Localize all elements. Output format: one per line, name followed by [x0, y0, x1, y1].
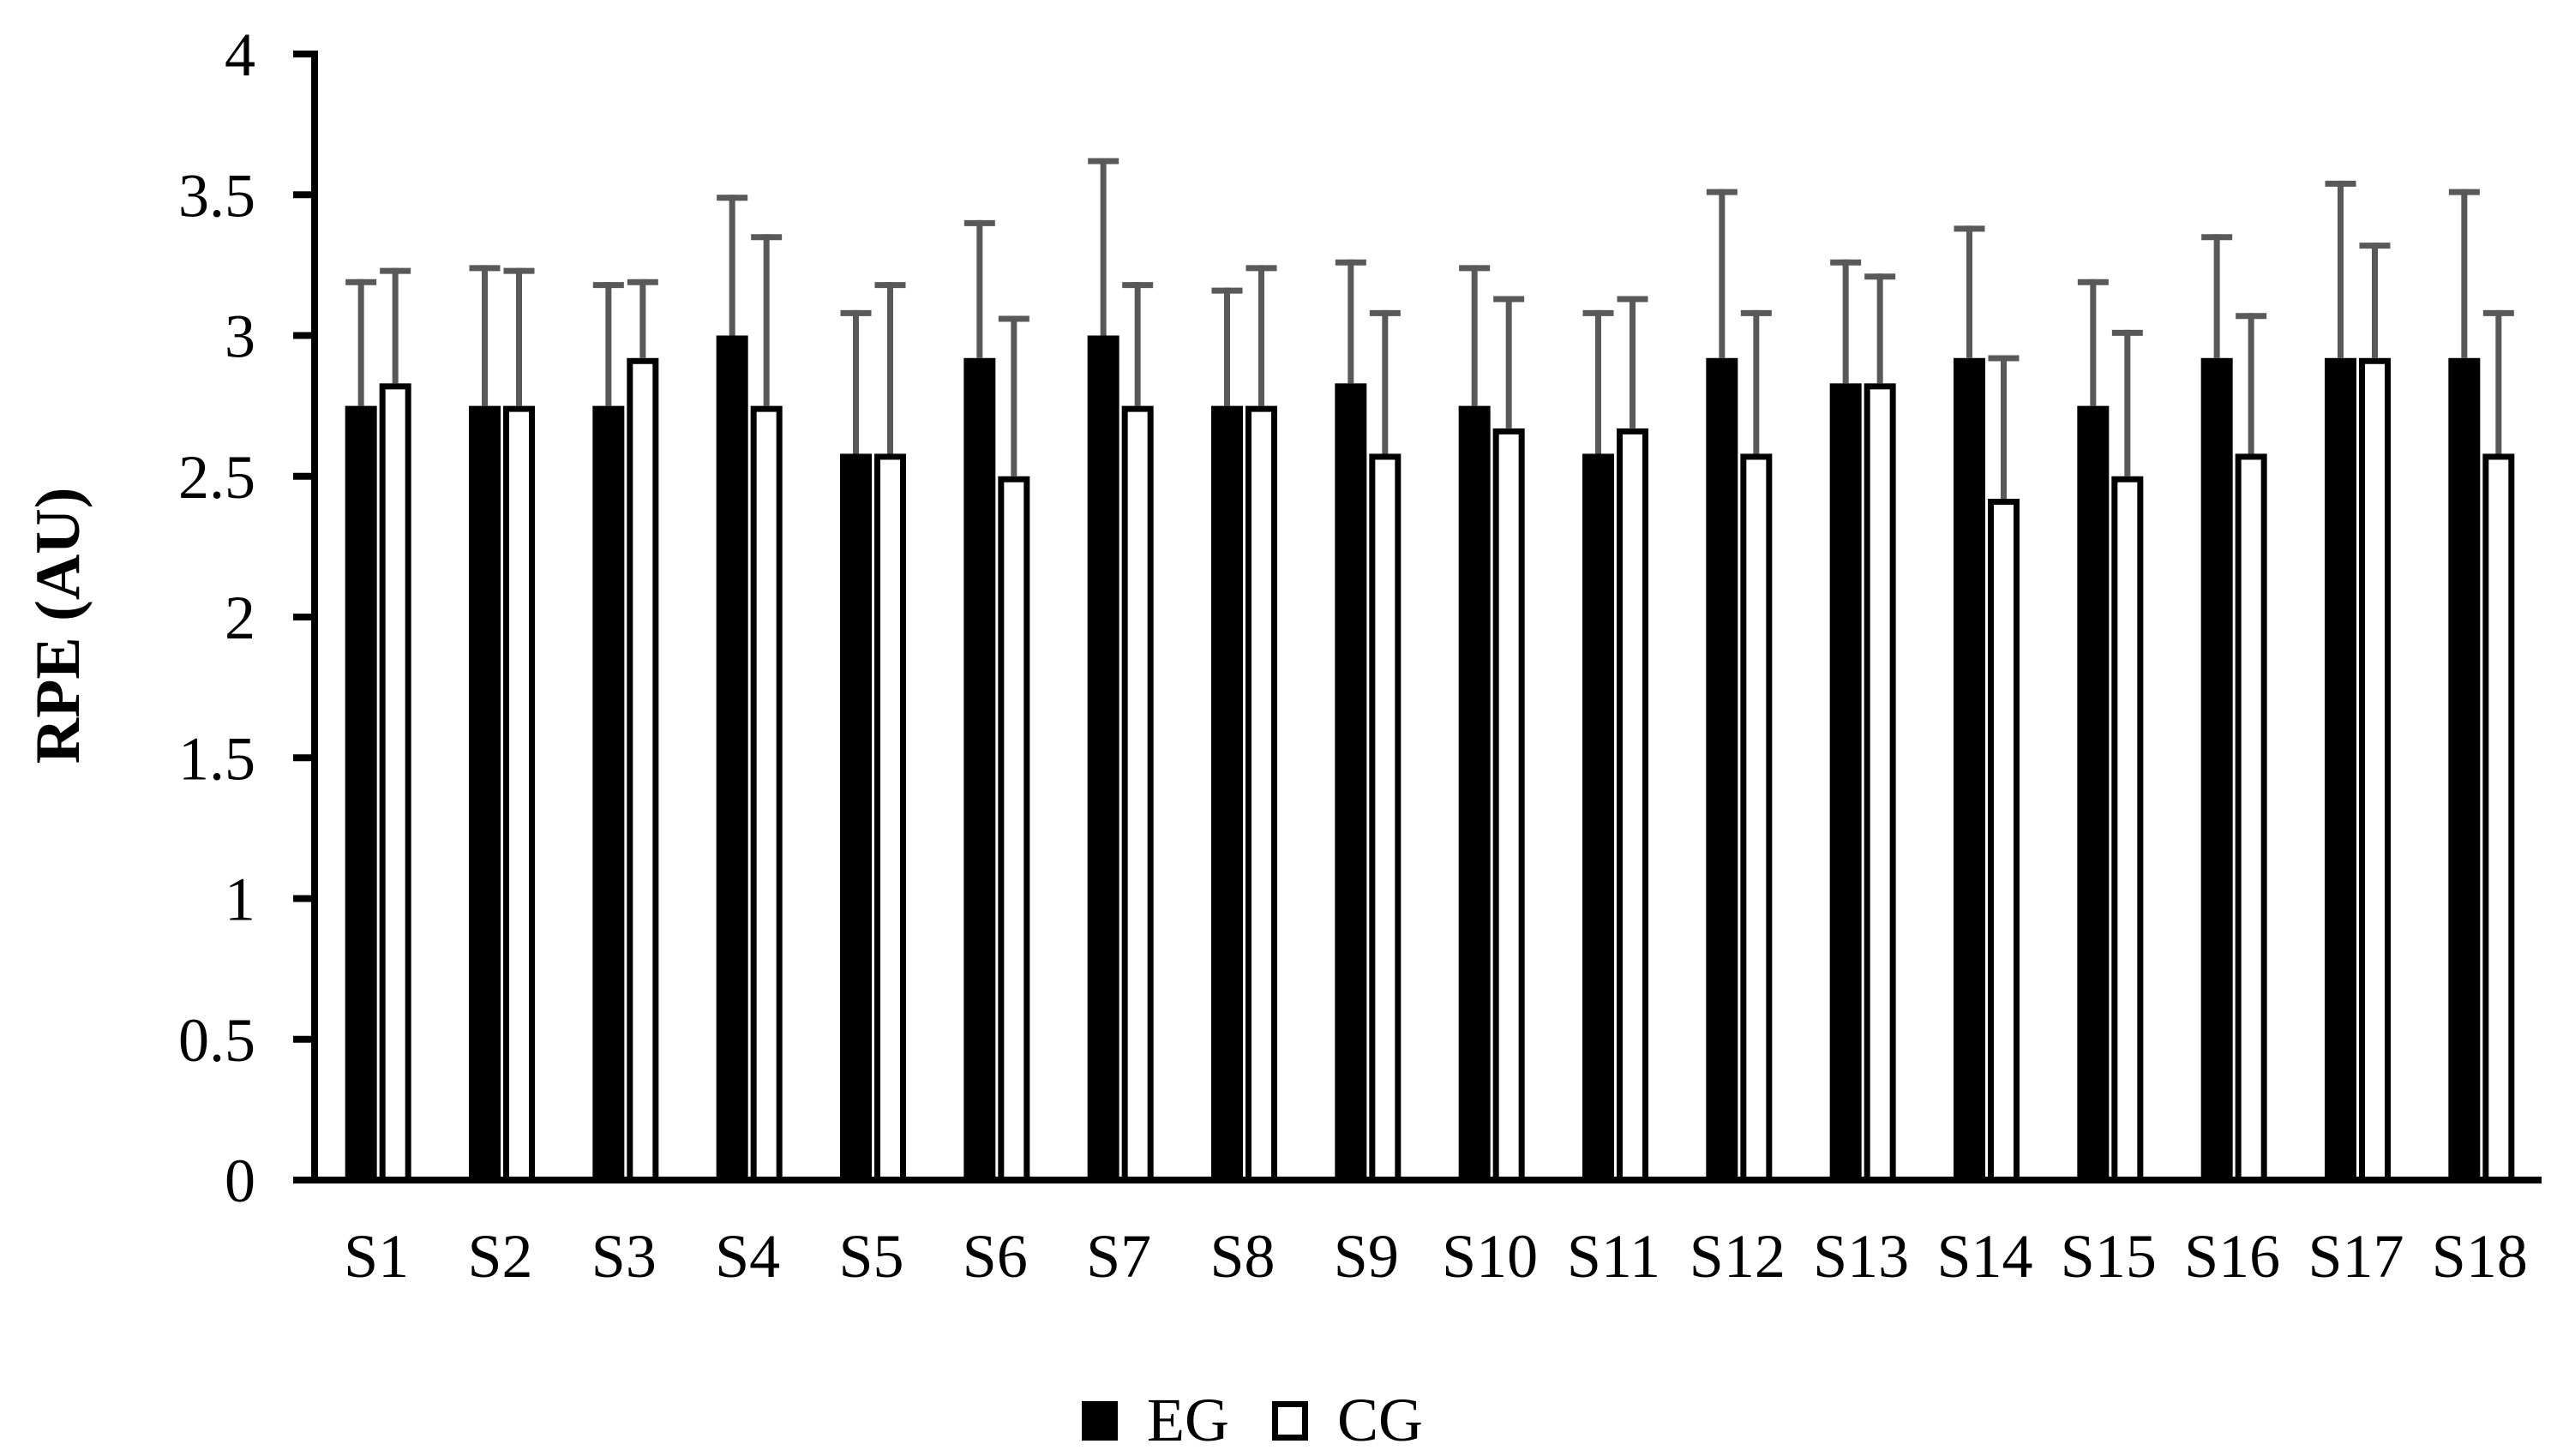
- y-tick-label: 3: [225, 303, 255, 371]
- bar-eg-s11: [1582, 453, 1614, 1180]
- y-tick-label: 4: [225, 21, 255, 89]
- bar-cg-s6: [998, 476, 1030, 1183]
- bar-eg-s9: [1335, 383, 1367, 1181]
- bar-eg-s18: [2448, 357, 2481, 1180]
- x-tick-label: S17: [2308, 1222, 2404, 1291]
- axes-layer: [293, 51, 2542, 1183]
- x-tick-label: S10: [1442, 1222, 1538, 1291]
- bar-cg-s15: [2111, 476, 2144, 1183]
- bar-eg-s13: [1829, 383, 1862, 1181]
- x-tick-labels: S1 S2 S3 S4 S5 S6 S7 S8 S9 S10 S11 S12 S13 S14 S15 S16 S…: [344, 1222, 2528, 1291]
- bar-eg-s5: [840, 453, 872, 1180]
- y-axis-label: RPE (AU): [23, 488, 93, 764]
- y-tick-label: 2: [225, 584, 255, 652]
- y-tick-label: 0.5: [178, 1006, 255, 1075]
- bar-cg-s14: [1988, 499, 2020, 1183]
- legend-swatch-filled-icon: [1082, 1400, 1118, 1441]
- y-tick-label: 2.5: [178, 443, 255, 512]
- bar-cg-s8: [1245, 405, 1277, 1183]
- x-tick-label: S2: [467, 1222, 532, 1291]
- x-tick-label: S14: [1936, 1222, 2032, 1291]
- x-tick-label: S9: [1334, 1222, 1399, 1291]
- legend-label-eg: EG: [1147, 1386, 1229, 1454]
- error-bars-layer: [345, 158, 2514, 500]
- bar-cg-s5: [874, 453, 906, 1183]
- bar-cg-s1: [379, 383, 411, 1183]
- bar-eg-s15: [2077, 405, 2110, 1180]
- legend-label-cg: CG: [1336, 1386, 1424, 1454]
- bar-cg-s10: [1492, 428, 1525, 1183]
- x-tick-label: S6: [963, 1222, 1028, 1291]
- x-tick-label: S7: [1086, 1222, 1151, 1291]
- x-tick-label: S11: [1567, 1222, 1660, 1291]
- bar-cg-s18: [2482, 453, 2515, 1183]
- y-tick-label: 3.5: [178, 161, 255, 230]
- bar-eg-s12: [1706, 357, 1738, 1180]
- legend-item-cg: CG: [1271, 1385, 1424, 1456]
- bar-cg-s9: [1369, 453, 1402, 1183]
- bar-eg-s10: [1458, 405, 1491, 1180]
- x-tick-label: S15: [2061, 1222, 2157, 1291]
- y-tick-labels: 0 0.5 1 1.5 2 2.5 3 3.5 4: [178, 21, 255, 1215]
- bar-cg-s13: [1864, 383, 1896, 1183]
- x-tick-label: S4: [715, 1222, 780, 1291]
- y-axis-title: RPE (AU): [23, 488, 93, 764]
- bar-cg-s12: [1740, 453, 1773, 1183]
- x-tick-label: S12: [1690, 1222, 1786, 1291]
- y-tick-label: 0: [225, 1147, 255, 1215]
- bar-cg-s7: [1121, 405, 1154, 1183]
- bar-cg-s3: [627, 357, 659, 1183]
- bar-eg-s6: [963, 357, 996, 1180]
- x-tick-label: S16: [2184, 1222, 2280, 1291]
- bar-eg-s2: [469, 405, 501, 1180]
- x-tick-label: S1: [344, 1222, 409, 1291]
- x-tick-label: S5: [838, 1222, 903, 1291]
- bar-eg-s1: [345, 405, 377, 1180]
- x-tick-label: S18: [2432, 1222, 2528, 1291]
- x-tick-label: S13: [1813, 1222, 1909, 1291]
- bar-eg-s3: [592, 405, 625, 1180]
- x-tick-label: S8: [1209, 1222, 1275, 1291]
- legend-swatch-outlined-icon: [1271, 1400, 1308, 1441]
- bar-cg-s17: [2359, 357, 2391, 1183]
- bar-eg-s7: [1087, 335, 1119, 1180]
- bars-layer: [345, 335, 2515, 1183]
- bar-eg-s16: [2200, 357, 2233, 1180]
- bar-eg-s8: [1211, 405, 1243, 1180]
- x-tick-label: S3: [591, 1222, 657, 1291]
- legend-item-eg: EG: [1082, 1385, 1229, 1456]
- bar-eg-s14: [1954, 357, 1985, 1180]
- bar-cg-s4: [750, 405, 783, 1183]
- y-tick-label: 1: [225, 866, 255, 934]
- legend: EG CG: [1082, 1385, 1466, 1456]
- bar-eg-s4: [716, 335, 748, 1180]
- bar-cg-s2: [503, 405, 535, 1183]
- bar-cg-s11: [1617, 428, 1648, 1183]
- y-tick-label: 1.5: [178, 724, 255, 793]
- bar-eg-s17: [2325, 357, 2356, 1180]
- bar-cg-s16: [2235, 453, 2267, 1183]
